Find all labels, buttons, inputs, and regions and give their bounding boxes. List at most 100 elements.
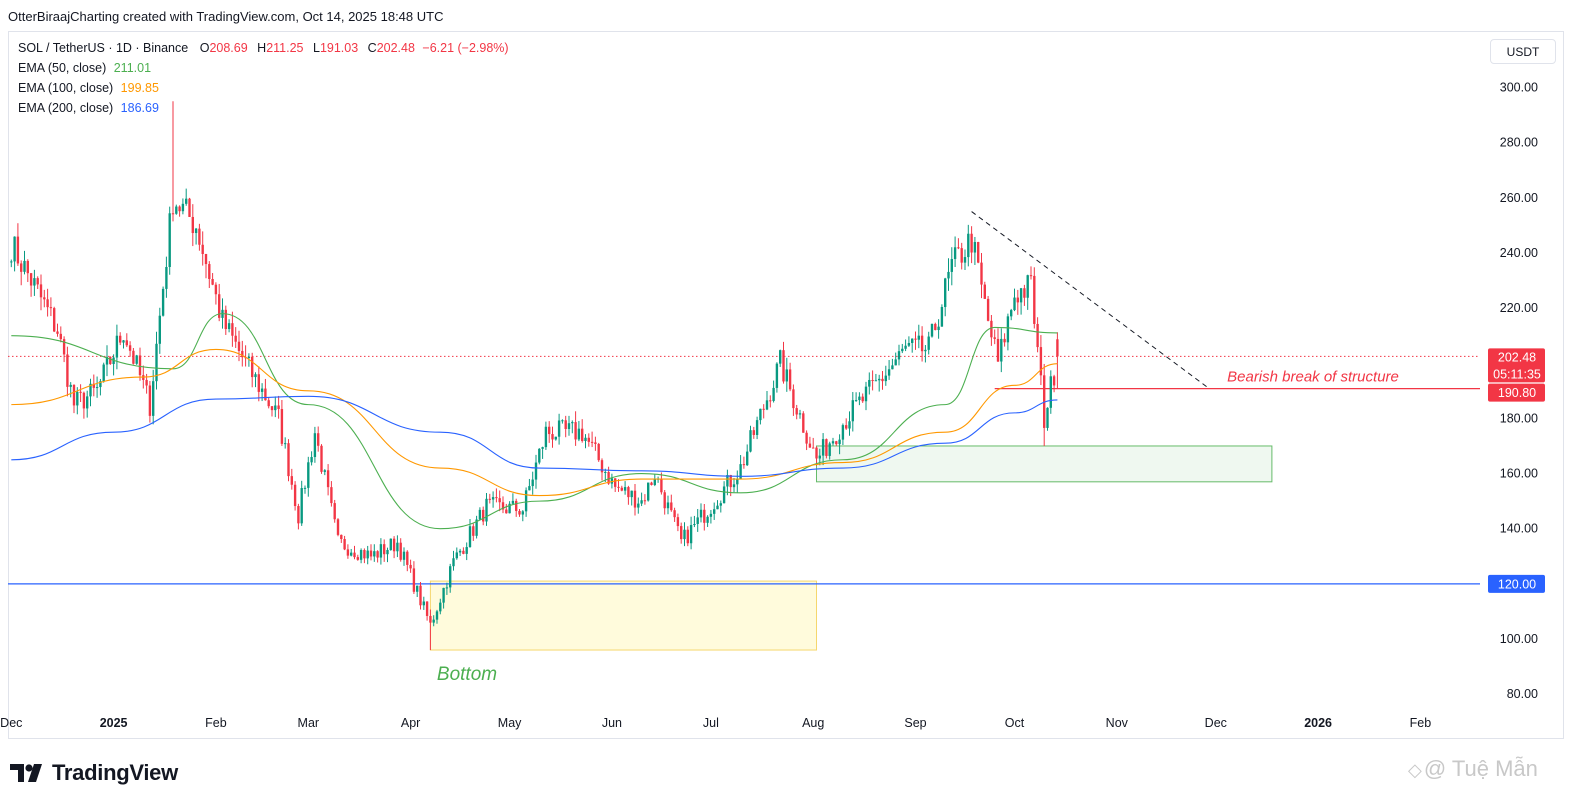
candle-body (990, 320, 993, 338)
candle-body (353, 552, 356, 558)
candle-body (383, 544, 386, 555)
candle-body (508, 503, 511, 514)
attribution-text: OtterBiraajCharting created with Trading… (8, 9, 444, 24)
candle-body (541, 447, 544, 449)
candle-body (346, 549, 350, 556)
candle-body (821, 439, 825, 456)
candle-body (963, 257, 967, 263)
candle-body (472, 526, 475, 536)
candle-body (706, 516, 709, 523)
candle-body (548, 426, 551, 435)
candle-body (23, 260, 26, 272)
candle-body (419, 585, 422, 606)
tradingview-logo[interactable]: TradingView (10, 760, 178, 786)
candle-body (1023, 288, 1026, 298)
candle-body (1049, 376, 1052, 408)
x-tick-label: May (498, 716, 522, 730)
ema100-legend[interactable]: EMA (100, close) 199.85 (18, 81, 159, 95)
candle-body (812, 447, 815, 449)
candle-body (181, 203, 185, 212)
candle-body (491, 497, 495, 500)
candle-body (581, 428, 584, 441)
candle-body (531, 479, 534, 487)
candle-body (785, 369, 788, 382)
candle-body (317, 433, 320, 446)
currency-unit-button[interactable]: USDT (1490, 39, 1556, 64)
candle-body (161, 288, 165, 316)
candle-body (66, 354, 69, 387)
candle-body (168, 213, 171, 267)
candle-body (445, 587, 449, 589)
candle-body (858, 396, 861, 401)
descending-trendline (971, 211, 1210, 390)
candle-body (788, 369, 792, 390)
ema50-legend[interactable]: EMA (50, close) 211.01 (18, 61, 151, 75)
candle-body (534, 462, 538, 480)
candle-body (749, 430, 752, 452)
candle-body (904, 345, 907, 349)
open-label: O (199, 41, 210, 55)
candle-body (861, 396, 864, 402)
candle-body (290, 476, 293, 485)
candle-body (845, 425, 848, 429)
candle-body (1000, 338, 1003, 362)
ema200-legend[interactable]: EMA (200, close) 186.69 (18, 101, 159, 115)
candle-body (924, 349, 927, 352)
candle-body (82, 392, 86, 409)
candle-body (607, 471, 610, 484)
candle-body (458, 550, 462, 553)
candle-body (970, 233, 973, 253)
candle-body (940, 307, 944, 327)
watermark-text: @ Tuệ Mẫn (1423, 756, 1538, 781)
candle-body (557, 420, 561, 437)
ema50-label: EMA (50, close) (18, 61, 107, 75)
candle-body (538, 448, 541, 463)
candle-body (719, 503, 722, 506)
candle-body (911, 338, 914, 343)
candle-body (670, 502, 673, 511)
chart-panel[interactable] (8, 31, 1564, 739)
candle-body (620, 487, 623, 491)
candle-body (158, 315, 161, 344)
x-tick-label: Jun (602, 716, 622, 730)
candle-body (1013, 297, 1016, 311)
candle-body (765, 400, 769, 410)
candle-body (920, 335, 924, 352)
support-level-tag (1488, 574, 1545, 593)
candle-body (805, 432, 808, 444)
candle-body (815, 447, 818, 459)
candle-body (59, 333, 62, 340)
candle-body (577, 428, 581, 440)
candle-body (782, 350, 785, 382)
ema100-value: 199.85 (120, 81, 159, 95)
candle-body (996, 338, 1000, 362)
candle-body (267, 400, 270, 407)
candle-body (871, 379, 874, 381)
candle-body (983, 284, 986, 299)
candle-body (680, 526, 683, 540)
candle-body (204, 254, 208, 265)
candle-body (881, 378, 884, 382)
candle-body (594, 442, 597, 444)
candle-body (1016, 297, 1019, 303)
last-candle-body[interactable] (1056, 339, 1059, 357)
candle-body (795, 408, 798, 415)
candle-body (125, 340, 128, 346)
y-tick-label: 100.00 (1500, 632, 1538, 646)
candle-body (759, 408, 762, 421)
candle-body (551, 434, 554, 440)
candle-body (511, 500, 515, 504)
watermark-icon: ◇ (1408, 760, 1422, 780)
symbol-title[interactable]: SOL / TetherUS · 1D · Binance (18, 41, 189, 55)
candle-body (234, 335, 237, 342)
candle-body (320, 445, 323, 472)
candle-body (901, 348, 904, 352)
candle-body (135, 355, 138, 364)
candle-body (406, 551, 409, 565)
candle-body (102, 364, 105, 382)
candle-body (673, 510, 676, 518)
candle-body (627, 487, 630, 498)
candle-body (977, 242, 980, 263)
candle-body (746, 451, 749, 466)
